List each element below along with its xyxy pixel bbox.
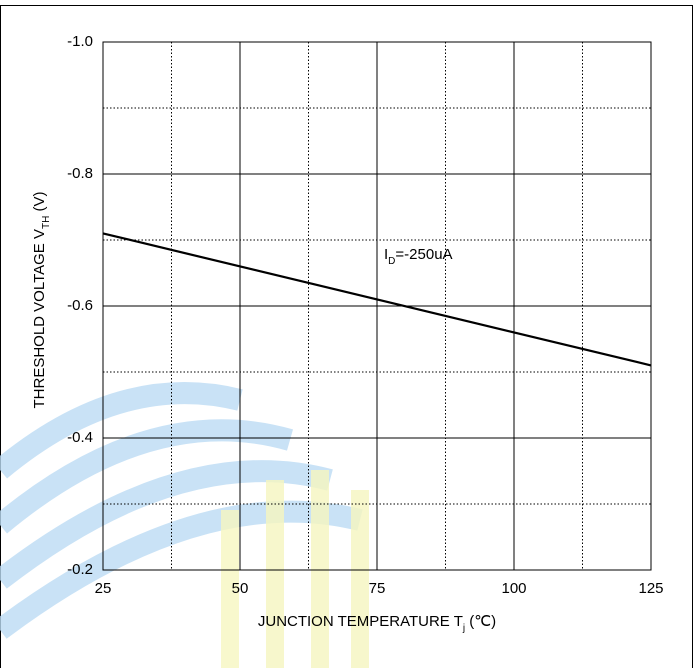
x-label-unit: (℃): [465, 613, 496, 630]
x-tick-label: 50: [232, 580, 249, 597]
data-line: [102, 232, 652, 367]
x-tick-label: 25: [95, 580, 112, 597]
y-tick-label: -0.6: [67, 297, 93, 314]
y-tick-label: -0.4: [67, 429, 93, 446]
y-axis-label: THRESHOLD VOLTAGE VTH (V): [31, 192, 52, 409]
x-tick-label: 75: [369, 580, 386, 597]
y-label-unit: (V): [31, 192, 48, 216]
plot-area: 25 50 75 100 125 -1.0 -0.8 -0.6 -0.4 -0.2: [67, 33, 663, 597]
annotation-sub: D: [388, 256, 395, 267]
annotation-rest: =-250uA: [395, 246, 452, 263]
x-tick-label: 100: [501, 580, 526, 597]
y-tick-label: -1.0: [67, 33, 93, 50]
annotation: ID=-250uA: [384, 246, 453, 267]
y-tick-label: -0.8: [67, 165, 93, 182]
x-tick-label: 125: [638, 580, 663, 597]
annotation-main: I: [384, 246, 388, 263]
y-tick-label: -0.2: [67, 561, 93, 578]
plot-border: [102, 41, 652, 571]
watermark: [221, 470, 369, 668]
x-label-main: JUNCTION TEMPERATURE T: [258, 613, 463, 630]
frame: [0, 5, 693, 668]
watermark: [0, 382, 363, 639]
x-label-sub: j: [462, 623, 465, 634]
x-axis-label: JUNCTION TEMPERATURE Tj (℃): [258, 613, 496, 634]
y-label-sub: TH: [41, 216, 52, 229]
y-label-main: THRESHOLD VOLTAGE V: [31, 229, 48, 408]
